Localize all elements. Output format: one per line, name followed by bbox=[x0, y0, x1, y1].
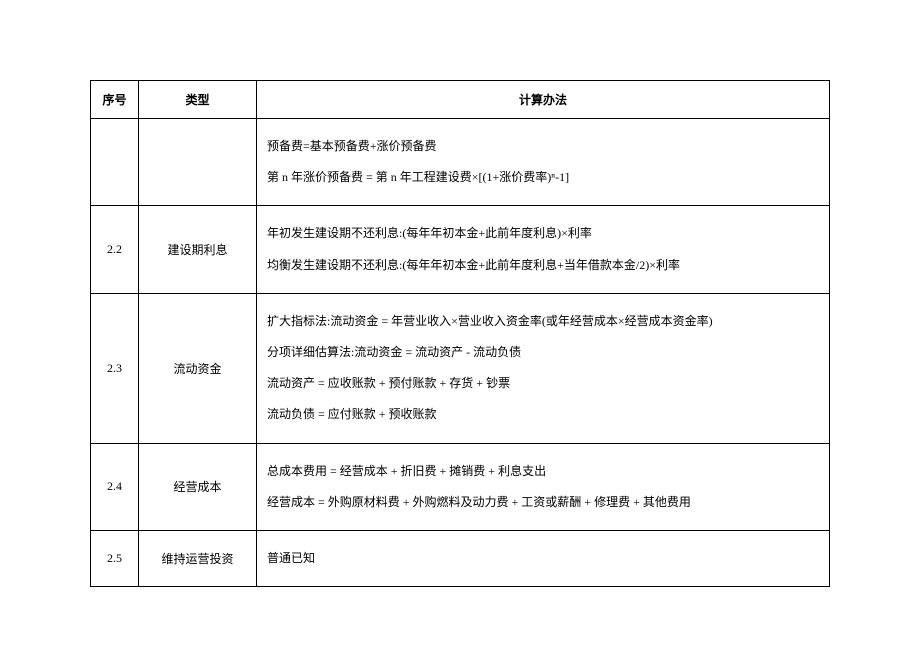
table-row: 2.3 流动资金 扩大指标法:流动资金 = 年营业收入×营业收入资金率(或年经营… bbox=[91, 293, 830, 443]
table-row: 2.5 维持运营投资 普通已知 bbox=[91, 530, 830, 586]
header-type: 类型 bbox=[139, 81, 257, 119]
method-line: 经营成本 = 外购原材料费 + 外购燃料及动力费 + 工资或薪酬 + 修理费 +… bbox=[267, 487, 819, 518]
method-line: 流动资产 = 应收账款 + 预付账款 + 存货 + 钞票 bbox=[267, 368, 819, 399]
cell-method: 总成本费用 = 经营成本 + 折旧费 + 摊销费 + 利息支出 经营成本 = 外… bbox=[257, 443, 830, 530]
cell-type: 建设期利息 bbox=[139, 206, 257, 293]
table-row: 2.4 经营成本 总成本费用 = 经营成本 + 折旧费 + 摊销费 + 利息支出… bbox=[91, 443, 830, 530]
table-row: 预备费=基本预备费+涨价预备费 第 n 年涨价预备费 = 第 n 年工程建设费×… bbox=[91, 119, 830, 206]
method-line: 流动负债 = 应付账款 + 预收账款 bbox=[267, 399, 819, 430]
method-line: 普通已知 bbox=[267, 543, 819, 574]
header-method: 计算办法 bbox=[257, 81, 830, 119]
cell-method: 预备费=基本预备费+涨价预备费 第 n 年涨价预备费 = 第 n 年工程建设费×… bbox=[257, 119, 830, 206]
method-line: 扩大指标法:流动资金 = 年营业收入×营业收入资金率(或年经营成本×经营成本资金… bbox=[267, 306, 819, 337]
method-line: 预备费=基本预备费+涨价预备费 bbox=[267, 131, 819, 162]
cell-seq: 2.4 bbox=[91, 443, 139, 530]
cell-seq: 2.5 bbox=[91, 530, 139, 586]
cell-type: 经营成本 bbox=[139, 443, 257, 530]
method-line: 年初发生建设期不还利息:(每年年初本金+此前年度利息)×利率 bbox=[267, 218, 819, 249]
method-line: 均衡发生建设期不还利息:(每年年初本金+此前年度利息+当年借款本金/2)×利率 bbox=[267, 250, 819, 281]
cell-method: 年初发生建设期不还利息:(每年年初本金+此前年度利息)×利率 均衡发生建设期不还… bbox=[257, 206, 830, 293]
cell-seq bbox=[91, 119, 139, 206]
method-line: 总成本费用 = 经营成本 + 折旧费 + 摊销费 + 利息支出 bbox=[267, 456, 819, 487]
cell-seq: 2.3 bbox=[91, 293, 139, 443]
cell-type: 维持运营投资 bbox=[139, 530, 257, 586]
table-row: 2.2 建设期利息 年初发生建设期不还利息:(每年年初本金+此前年度利息)×利率… bbox=[91, 206, 830, 293]
table-header: 序号 类型 计算办法 bbox=[91, 81, 830, 119]
method-line: 第 n 年涨价预备费 = 第 n 年工程建设费×[(1+涨价费率)ⁿ-1] bbox=[267, 162, 819, 193]
cell-seq: 2.2 bbox=[91, 206, 139, 293]
method-line: 分项详细估算法:流动资金 = 流动资产 - 流动负债 bbox=[267, 337, 819, 368]
calculation-methods-table: 序号 类型 计算办法 预备费=基本预备费+涨价预备费 第 n 年涨价预备费 = … bbox=[90, 80, 830, 587]
cell-type bbox=[139, 119, 257, 206]
cell-type: 流动资金 bbox=[139, 293, 257, 443]
table-body: 预备费=基本预备费+涨价预备费 第 n 年涨价预备费 = 第 n 年工程建设费×… bbox=[91, 119, 830, 587]
cell-method: 扩大指标法:流动资金 = 年营业收入×营业收入资金率(或年经营成本×经营成本资金… bbox=[257, 293, 830, 443]
header-seq: 序号 bbox=[91, 81, 139, 119]
cell-method: 普通已知 bbox=[257, 530, 830, 586]
